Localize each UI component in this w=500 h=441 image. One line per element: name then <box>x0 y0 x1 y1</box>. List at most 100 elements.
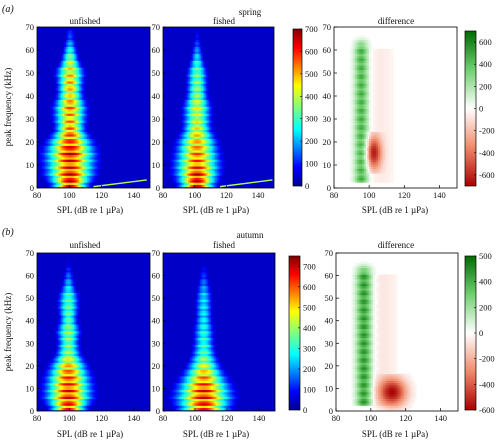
heatmap-cell <box>356 78 359 82</box>
heatmap-cell <box>370 46 374 50</box>
heatmap-cell <box>59 400 62 404</box>
heatmap-cell <box>57 378 60 381</box>
heatmap-cell <box>90 179 93 183</box>
heatmap-cell <box>88 152 91 156</box>
heatmap-cell <box>83 108 86 112</box>
heatmap-cell <box>183 161 186 165</box>
heatmap-cell <box>54 120 57 123</box>
heatmap-cell <box>199 173 202 176</box>
heatmap-cell <box>180 170 183 174</box>
heatmap-cell <box>83 380 86 384</box>
heatmap-cell <box>189 159 192 162</box>
heatmap-cell <box>381 122 384 126</box>
heatmap-cell <box>83 407 86 411</box>
heatmap-cell <box>77 398 80 402</box>
heatmap-cell <box>49 133 52 137</box>
heatmap-cell <box>61 81 64 84</box>
heatmap-cell <box>83 398 86 402</box>
heatmap-cell <box>53 179 56 183</box>
heatmap-cell <box>355 46 358 50</box>
heatmap-cell <box>379 48 382 52</box>
heatmap-cell <box>49 387 52 390</box>
heatmap-cell <box>197 115 200 119</box>
heatmap-cell <box>43 161 46 165</box>
heatmap-cell <box>66 106 69 110</box>
heatmap-cell <box>80 145 83 149</box>
heatmap-cell <box>61 83 64 87</box>
heatmap-cell <box>202 131 205 135</box>
heatmap-cell <box>85 150 88 153</box>
heatmap-cell <box>355 83 358 87</box>
heatmap-cell <box>388 122 391 126</box>
heatmap-cell <box>194 41 197 45</box>
heatmap-cell <box>351 87 354 91</box>
heatmap-cell <box>383 101 386 105</box>
heatmap-cell <box>51 175 54 179</box>
heatmap-cell <box>80 163 83 167</box>
heatmap-cell <box>204 81 207 84</box>
heatmap-cell <box>85 396 88 399</box>
heatmap-cell <box>67 140 70 144</box>
heatmap-cell <box>202 81 205 84</box>
heatmap-cell <box>215 145 218 149</box>
heatmap-cell <box>91 138 94 142</box>
heatmap-cell <box>67 71 70 75</box>
heatmap-cell <box>70 391 73 395</box>
heatmap-cell <box>51 152 54 156</box>
heatmap-cell <box>384 53 388 57</box>
heatmap-cell <box>72 400 75 404</box>
heatmap-cell <box>185 74 188 77</box>
heatmap-cell <box>82 378 85 381</box>
heatmap-cell <box>188 179 191 183</box>
heatmap-cell <box>64 373 67 377</box>
heatmap-cell <box>59 120 62 123</box>
heatmap-cell <box>61 60 64 64</box>
heatmap-cell <box>360 81 363 84</box>
heatmap-cell <box>178 173 181 176</box>
heatmap-cell <box>45 138 48 142</box>
heatmap-cell <box>80 159 83 162</box>
heatmap-cell <box>358 124 361 128</box>
heatmap-cell <box>188 108 191 112</box>
heatmap-cell <box>48 138 51 142</box>
heatmap-cell <box>353 60 356 64</box>
heatmap-cell <box>194 152 197 156</box>
heatmap-cell <box>54 163 57 167</box>
heatmap-cell <box>353 90 356 93</box>
heatmap-cell <box>46 138 49 142</box>
heatmap-cell <box>188 150 191 153</box>
heatmap-cell <box>376 62 379 66</box>
heatmap-cell <box>88 394 91 397</box>
heatmap-cell <box>207 147 210 151</box>
heatmap-cell <box>170 166 173 169</box>
heatmap-cell <box>191 69 194 73</box>
heatmap-cell <box>196 143 199 146</box>
heatmap-cell <box>59 101 62 105</box>
heatmap-cell <box>70 380 73 384</box>
heatmap-cell <box>360 92 363 96</box>
heatmap-cell <box>376 145 379 149</box>
heatmap-cell <box>87 145 90 149</box>
heatmap-cell <box>49 398 52 402</box>
heatmap-cell <box>360 51 363 54</box>
heatmap-cell <box>356 120 359 123</box>
heatmap-cell <box>372 127 375 130</box>
heatmap-cell <box>356 133 359 137</box>
heatmap-cell <box>369 92 372 96</box>
heatmap-cell <box>194 129 197 133</box>
heatmap-cell <box>56 115 59 119</box>
heatmap-cell <box>191 81 194 84</box>
heatmap-cell <box>349 62 352 66</box>
heatmap-cell <box>384 145 388 149</box>
heatmap-cell <box>69 136 72 139</box>
heatmap-cell <box>205 145 208 149</box>
heatmap-cell <box>64 389 67 393</box>
x-tick-label: 80 <box>330 190 339 200</box>
heatmap-cell <box>362 131 365 135</box>
heatmap-cell <box>197 62 200 66</box>
heatmap-cell <box>69 106 72 110</box>
heatmap-cell <box>199 78 202 82</box>
heatmap-cell <box>74 398 77 402</box>
heatmap-cell <box>384 127 388 130</box>
heatmap-cell <box>379 156 382 160</box>
